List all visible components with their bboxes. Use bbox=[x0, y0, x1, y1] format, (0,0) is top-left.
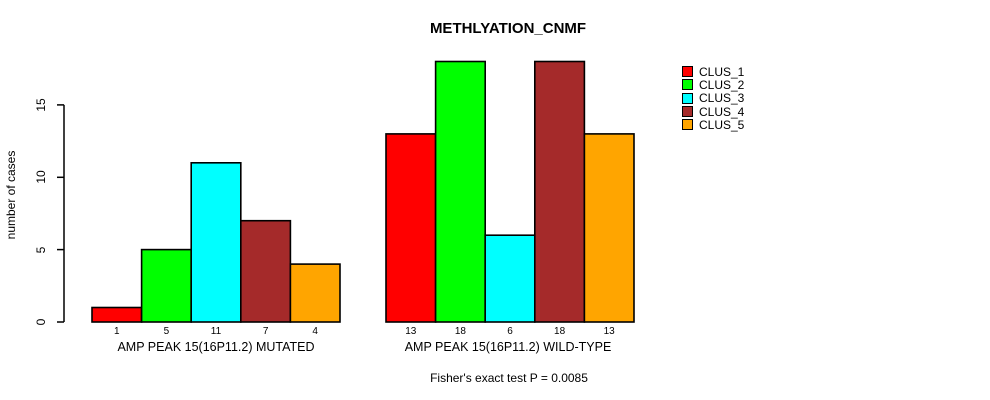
bar-value-label: 18 bbox=[454, 326, 466, 337]
legend-item-clus_4: CLUS_4 bbox=[682, 105, 744, 118]
bar-value-label: 4 bbox=[312, 326, 318, 337]
bar-value-label: 7 bbox=[262, 326, 269, 337]
bar-value-label: 13 bbox=[603, 326, 615, 337]
group-label-wild-type: AMP PEAK 15(16P11.2) WILD-TYPE bbox=[404, 340, 612, 354]
bar-clus_3-group1 bbox=[484, 234, 536, 323]
bar-clus_5-group0 bbox=[289, 263, 341, 323]
bar-clus_1-group0 bbox=[91, 306, 143, 323]
bar-clus_3-group0 bbox=[190, 162, 242, 323]
fisher-test-footnote: Fisher's exact test P = 0.0085 bbox=[430, 371, 588, 385]
bar-value-label: 6 bbox=[507, 326, 513, 337]
legend-label: CLUS_4 bbox=[699, 104, 745, 119]
bar-clus_4-group0 bbox=[240, 219, 292, 323]
y-tick-label-5: 5 bbox=[34, 246, 48, 253]
legend-label: CLUS_1 bbox=[699, 64, 745, 79]
y-tick-label-15: 15 bbox=[34, 98, 48, 112]
legend-label: CLUS_5 bbox=[699, 117, 745, 132]
bar-clus_2-group1 bbox=[434, 60, 487, 323]
legend-item-clus_2: CLUS_2 bbox=[682, 78, 744, 91]
bar-clus_5-group1 bbox=[583, 133, 635, 323]
legend-swatch-icon bbox=[682, 79, 693, 91]
bar-value-label: 18 bbox=[554, 326, 566, 337]
legend-item-clus_3: CLUS_3 bbox=[682, 92, 744, 105]
bar-value-label: 11 bbox=[210, 326, 222, 337]
legend-label: CLUS_2 bbox=[699, 77, 745, 92]
bar-value-label: 5 bbox=[163, 326, 170, 337]
legend-swatch-icon bbox=[682, 106, 693, 118]
bar-value-label: 1 bbox=[114, 326, 120, 337]
legend-item-clus_5: CLUS_5 bbox=[682, 118, 744, 131]
bar-clus_1-group1 bbox=[385, 133, 437, 323]
chart-title: METHLYATION_CNMF bbox=[429, 20, 587, 37]
bar-clus_2-group0 bbox=[140, 248, 193, 323]
legend-swatch-icon bbox=[682, 92, 693, 104]
y-tick-label-0: 0 bbox=[34, 318, 48, 326]
group-label-mutated: AMP PEAK 15(16P11.2) MUTATED bbox=[117, 340, 315, 354]
legend-item-clus_1: CLUS_1 bbox=[682, 65, 744, 78]
legend-swatch-icon bbox=[682, 66, 693, 78]
bar-clus_4-group1 bbox=[533, 60, 586, 323]
bar-value-label: 13 bbox=[405, 326, 417, 337]
y-tick-label-10: 10 bbox=[34, 170, 48, 184]
legend-swatch-icon bbox=[682, 119, 693, 131]
legend-label: CLUS_3 bbox=[699, 91, 745, 106]
legend: CLUS_1 CLUS_2 CLUS_3 CLUS_4 CLUS_5 bbox=[682, 65, 744, 131]
